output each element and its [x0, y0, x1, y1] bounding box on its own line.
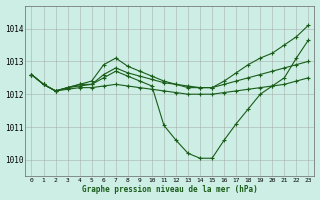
X-axis label: Graphe pression niveau de la mer (hPa): Graphe pression niveau de la mer (hPa) — [82, 185, 258, 194]
